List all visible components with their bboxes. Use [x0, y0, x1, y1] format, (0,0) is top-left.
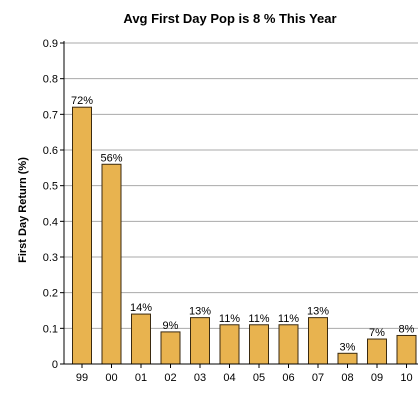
- y-tick-label: 0.3: [43, 252, 58, 264]
- x-tick-label-04: 04: [223, 372, 235, 384]
- data-label-05: 11%: [248, 313, 269, 325]
- data-label-04: 11%: [219, 313, 240, 325]
- data-label-00: 56%: [100, 152, 122, 164]
- data-label-07: 13%: [307, 306, 329, 318]
- y-tick-label: 0.6: [43, 145, 58, 157]
- bar-05: [249, 324, 269, 365]
- y-axis-ticks: 0 0.1 0.2 0.3 0.4 0.5 0.6 0.7 0.8 0.9: [43, 38, 64, 371]
- bar-04: [219, 324, 240, 365]
- x-axis-ticks: 99 00 01 02 03 04 05 06 07 08 09 10: [76, 364, 413, 384]
- x-tick-label-08: 08: [341, 372, 353, 384]
- bar-08: [337, 352, 358, 365]
- y-tick-label: 0.4: [43, 216, 58, 228]
- y-axis-label: First Day Return (%): [17, 157, 29, 263]
- bar-07: [308, 317, 328, 365]
- y-tick-label: 0.8: [43, 74, 58, 86]
- bar-09: [367, 338, 387, 365]
- bar-02: [160, 331, 181, 365]
- bar-03: [190, 317, 210, 365]
- data-label-08: 3%: [340, 341, 356, 353]
- x-tick-label-02: 02: [164, 372, 176, 384]
- x-tick-label-01: 01: [135, 372, 147, 384]
- x-tick-label-03: 03: [194, 372, 206, 384]
- chart-title: Avg First Day Pop is 8 % This Year: [123, 11, 336, 26]
- data-label-10: 8%: [399, 323, 415, 335]
- data-label-06: 11%: [278, 313, 299, 325]
- y-tick-label: 0.1: [43, 323, 58, 335]
- bars: [72, 106, 417, 365]
- data-label-03: 13%: [189, 306, 211, 318]
- data-label-99: 72%: [71, 95, 93, 107]
- x-tick-label-09: 09: [371, 372, 383, 384]
- y-tick-label: 0.7: [43, 109, 58, 121]
- bar-06: [278, 324, 299, 365]
- y-tick-label: 0.2: [43, 288, 58, 300]
- bar-00: [101, 163, 122, 365]
- x-tick-label-06: 06: [282, 372, 294, 384]
- y-tick-label: 0.5: [43, 181, 58, 193]
- data-label-01: 14%: [130, 302, 152, 314]
- x-tick-label-00: 00: [105, 372, 117, 384]
- bar-99: [72, 106, 92, 365]
- y-tick-label: 0: [52, 359, 58, 371]
- gridlines: [64, 42, 418, 329]
- data-label-09: 7%: [369, 327, 385, 339]
- y-tick-label: 0.9: [43, 38, 58, 50]
- x-tick-label-10: 10: [400, 372, 412, 384]
- x-tick-label-07: 07: [312, 372, 324, 384]
- bar-01: [131, 313, 151, 365]
- data-labels: 72% 56% 14% 9% 13% 11% 11% 11% 13% 3% 7% 8%: [71, 95, 415, 353]
- bar-10: [396, 334, 417, 365]
- x-tick-label-05: 05: [253, 372, 265, 384]
- x-tick-label-99: 99: [76, 372, 88, 384]
- data-label-02: 9%: [163, 320, 179, 332]
